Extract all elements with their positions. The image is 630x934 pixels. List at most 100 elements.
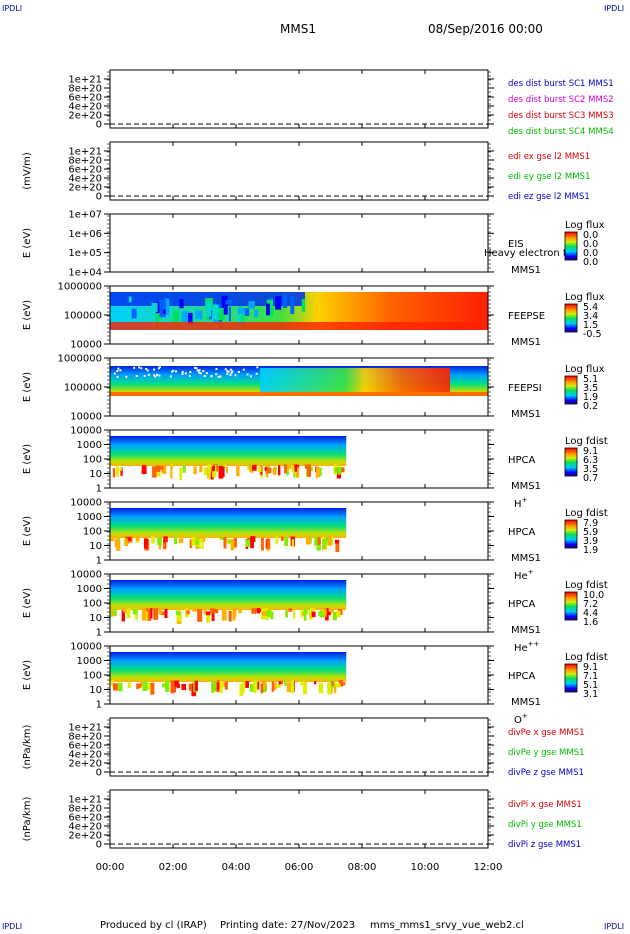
heatmap-cell bbox=[119, 467, 122, 471]
heatmap-cell bbox=[223, 536, 227, 549]
spacecraft-label: MMS1 bbox=[511, 409, 541, 420]
heatmap-cell bbox=[164, 298, 170, 316]
heatmap-cell bbox=[110, 537, 114, 542]
instrument-label: HPCA bbox=[508, 599, 536, 610]
heatmap-cell bbox=[314, 681, 317, 685]
colorbar bbox=[564, 303, 578, 333]
y-tick-label: 1 bbox=[96, 556, 102, 567]
heatmap-cell bbox=[256, 608, 262, 613]
panel-frame bbox=[109, 69, 489, 129]
y-tick-label: 100 bbox=[83, 671, 102, 682]
x-tick-label: 10:00 bbox=[411, 862, 440, 873]
heatmap-cell bbox=[305, 682, 308, 690]
heatmap-fill bbox=[110, 580, 347, 610]
heatmap-cell bbox=[221, 683, 225, 688]
date-title: 08/Sep/2016 00:00 bbox=[428, 22, 543, 36]
heatmap-cell bbox=[254, 309, 259, 317]
heatmap-gap bbox=[146, 369, 149, 372]
heatmap-fill bbox=[110, 436, 347, 466]
heatmap-gap bbox=[202, 370, 205, 373]
heatmap-gap bbox=[193, 366, 196, 369]
heatmap-cell bbox=[155, 309, 159, 328]
y-tick-label: 1e+21 bbox=[68, 75, 102, 86]
heatmap-cell bbox=[151, 302, 158, 312]
heatmap-gap bbox=[172, 369, 175, 372]
legend-entry: des dist burst SC1 MMS1 bbox=[508, 79, 614, 89]
y-tick-label: 6e+20 bbox=[68, 813, 102, 824]
panel-hpca-o: 10000 1000 100 10 1 E (eV) HPCA MMS1 O+ Log fdist… bbox=[22, 642, 608, 727]
y-tick-label: 10 bbox=[89, 613, 102, 624]
heatmap-cell bbox=[186, 610, 190, 615]
y-tick-label: 8e+20 bbox=[68, 156, 102, 167]
heatmap-cell bbox=[256, 681, 260, 690]
heatmap-cell bbox=[117, 539, 121, 546]
heatmap-cell bbox=[290, 680, 295, 694]
heatmap-cell bbox=[124, 538, 129, 547]
heatmap-cell bbox=[164, 608, 168, 619]
heatmap-cell bbox=[261, 537, 264, 551]
colorbar-tick-label: 5.4 bbox=[583, 302, 598, 313]
legend-entry: edi ez gse l2 MMS1 bbox=[508, 192, 590, 202]
heatmap-cell bbox=[203, 610, 207, 615]
spacecraft-label: MMS1 bbox=[511, 265, 541, 276]
y-tick-label: 8e+20 bbox=[68, 732, 102, 743]
heatmap-cell bbox=[286, 465, 292, 470]
heatmap-cell bbox=[138, 683, 142, 688]
legend-entry: divPe y gse MMS1 bbox=[508, 748, 585, 758]
legend-entry: divPe x gse MMS1 bbox=[508, 728, 585, 738]
heatmap-gap bbox=[169, 375, 172, 378]
heatmap-cell bbox=[159, 300, 166, 318]
legend-entry: des dist burst SC3 MMS3 bbox=[508, 111, 614, 121]
heatmap-cell bbox=[225, 300, 233, 305]
heatmap-cell bbox=[176, 611, 182, 622]
heatmap-cell bbox=[120, 467, 123, 476]
colorbar-title: Log fdist bbox=[565, 436, 608, 447]
heatmap-cell bbox=[333, 683, 337, 694]
heatmap-gap bbox=[153, 374, 156, 377]
heatmap-cell bbox=[336, 610, 341, 618]
y-axis-label: E (eV) bbox=[22, 660, 33, 690]
colorbar-tick-label: 0.2 bbox=[583, 401, 598, 412]
legend-entry: divPe z gse MMS1 bbox=[508, 768, 584, 778]
y-tick-label: 1e+21 bbox=[68, 723, 102, 734]
panel-eis: 1e+07 1e+06 1e+05 1e+04 E (eV) EIS MMS1 Heavy e… bbox=[22, 210, 605, 279]
y-axis-label: E (eV) bbox=[22, 444, 33, 474]
heatmap-cell bbox=[340, 467, 345, 473]
heatmap-cell bbox=[181, 311, 190, 323]
y-tick-label: 2e+20 bbox=[68, 183, 102, 194]
heatmap-cell bbox=[334, 539, 339, 544]
heatmap-cell bbox=[179, 467, 182, 481]
heatmap-gap bbox=[196, 369, 199, 372]
spacecraft-label: MMS1 bbox=[511, 337, 541, 348]
heatmap-cell bbox=[172, 310, 180, 328]
y-tick-label: 1 bbox=[96, 700, 102, 711]
heatmap-cell bbox=[241, 681, 245, 694]
heatmap-cell bbox=[182, 465, 186, 473]
colorbar-tick-label: 1.9 bbox=[583, 545, 598, 556]
colorbar-tick-label: 1.9 bbox=[583, 392, 598, 403]
heatmap-cell bbox=[262, 682, 267, 693]
heatmap-gap bbox=[203, 375, 206, 378]
colorbar-tick-label: 10.0 bbox=[583, 590, 604, 601]
y-tick-label: 6e+20 bbox=[68, 741, 102, 752]
colorbar-title: Log flux bbox=[565, 364, 605, 375]
colorbar-tick-label: 3.9 bbox=[583, 536, 598, 547]
heatmap-cell bbox=[174, 680, 179, 687]
x-tick-label: 04:00 bbox=[222, 862, 251, 873]
heatmap-cell bbox=[311, 611, 316, 618]
heatmap-fill bbox=[110, 652, 347, 682]
heatmap-cell bbox=[162, 309, 166, 314]
heatmap-gap bbox=[125, 375, 128, 378]
y-tick-label: 1000 bbox=[77, 584, 102, 595]
heatmap-cell bbox=[252, 464, 257, 471]
heatmap-cell bbox=[302, 683, 308, 695]
heatmap-cell bbox=[261, 611, 267, 617]
panel-frame bbox=[109, 213, 489, 273]
heatmap-cell bbox=[257, 466, 262, 472]
heatmap-fill bbox=[260, 368, 450, 394]
x-tick-label: 12:00 bbox=[474, 862, 503, 873]
heatmap-cell bbox=[217, 682, 220, 690]
heatmap-cell bbox=[150, 608, 153, 619]
panel-hpca-hepp: 10000 1000 100 10 1 E (eV) HPCA MMS1 He++ Log fdi… bbox=[22, 570, 608, 655]
